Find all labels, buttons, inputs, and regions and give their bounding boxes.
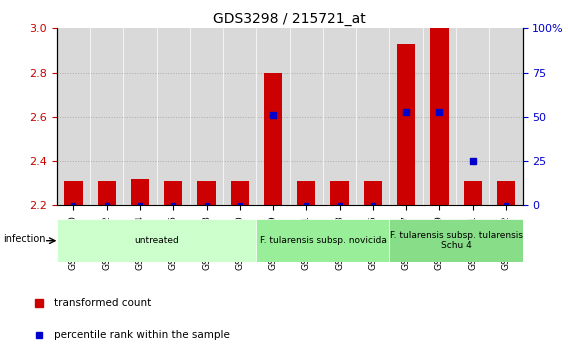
Bar	[264, 73, 282, 205]
Bar	[231, 181, 249, 205]
Bar	[463, 181, 482, 205]
Bar	[256, 28, 290, 205]
Bar	[390, 28, 423, 205]
Text: percentile rank within the sample: percentile rank within the sample	[54, 330, 230, 339]
Bar	[164, 181, 182, 205]
Bar	[364, 181, 382, 205]
Bar	[157, 28, 190, 205]
Bar	[64, 181, 82, 205]
Bar	[190, 28, 223, 205]
Text: untreated: untreated	[134, 236, 179, 245]
Text: F. tularensis subsp. novicida: F. tularensis subsp. novicida	[260, 236, 386, 245]
Bar	[223, 28, 256, 205]
Title: GDS3298 / 215721_at: GDS3298 / 215721_at	[214, 12, 366, 26]
FancyBboxPatch shape	[57, 219, 256, 262]
Bar	[331, 181, 349, 205]
Bar	[497, 181, 515, 205]
Bar	[430, 28, 449, 205]
FancyBboxPatch shape	[256, 219, 390, 262]
Bar	[290, 28, 323, 205]
Bar	[323, 28, 356, 205]
Bar	[423, 28, 456, 205]
Bar	[197, 181, 216, 205]
Text: infection: infection	[3, 234, 45, 244]
Bar	[131, 179, 149, 205]
Bar	[489, 28, 523, 205]
Bar	[98, 181, 116, 205]
Bar	[456, 28, 489, 205]
Bar	[297, 181, 315, 205]
Bar	[90, 28, 123, 205]
Bar	[356, 28, 390, 205]
Text: F. tularensis subsp. tularensis
Schu 4: F. tularensis subsp. tularensis Schu 4	[390, 231, 523, 250]
Text: transformed count: transformed count	[54, 298, 151, 308]
Bar	[123, 28, 157, 205]
FancyBboxPatch shape	[390, 219, 523, 262]
Bar	[397, 44, 415, 205]
Bar	[57, 28, 90, 205]
